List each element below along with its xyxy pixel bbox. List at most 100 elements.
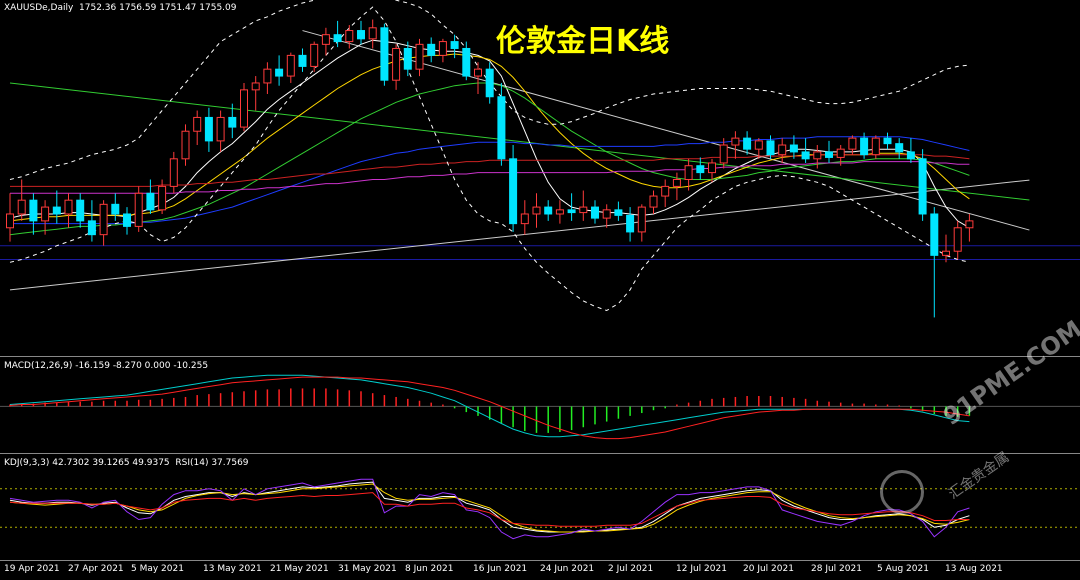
- candle-body: [403, 47, 412, 70]
- candle-body: [368, 27, 377, 40]
- candle-body: [579, 206, 588, 214]
- candle-body: [895, 143, 904, 153]
- candle-body: [649, 195, 658, 208]
- x-tick-label: 12 Jul 2021: [676, 564, 727, 574]
- candle-body: [158, 185, 167, 211]
- candle-body: [672, 179, 681, 187]
- chart-title: 伦敦金日K线: [496, 24, 670, 59]
- x-tick-label: 31 May 2021: [338, 564, 397, 574]
- candle-body: [181, 130, 190, 160]
- candle-body: [778, 144, 787, 156]
- main-chart-pane[interactable]: XAUUSDe,Daily 1752.36 1756.59 1751.47 17…: [0, 0, 1080, 357]
- kdj-info: KDJ(9,3,3) 42.7302 39.1265 49.9375 RSI(1…: [4, 458, 249, 468]
- x-axis: 19 Apr 2021 27 Apr 2021 5 May 2021 13 May 2…: [0, 561, 1080, 580]
- candlestick-chart: [0, 0, 1080, 318]
- trendline-1: [302, 30, 1030, 231]
- candle-body: [789, 144, 798, 153]
- candle-body: [462, 47, 471, 77]
- candle-body: [637, 206, 646, 233]
- candle-body: [930, 213, 939, 256]
- candle-body: [661, 185, 670, 197]
- candle-body: [438, 41, 447, 56]
- candle-body: [567, 209, 576, 214]
- candle-body: [357, 30, 365, 40]
- candle-body: [87, 220, 96, 236]
- candle-body: [52, 206, 61, 215]
- candle-body: [883, 137, 892, 145]
- candle-body: [310, 43, 319, 67]
- candle-body: [193, 116, 202, 132]
- candle-body: [497, 96, 506, 160]
- candle-body: [591, 206, 599, 219]
- candle-body: [298, 54, 307, 67]
- x-tick-label: 20 Jul 2021: [743, 564, 794, 574]
- candle-body: [731, 137, 740, 146]
- macd-info: MACD(12,26,9) -16.159 -8.270 0.000 -10.2…: [4, 361, 209, 371]
- candle-body: [474, 68, 482, 77]
- x-tick-label: 16 Jun 2021: [473, 564, 528, 574]
- x-tick-label: 8 Jun 2021: [405, 564, 454, 574]
- candle-body: [754, 140, 763, 150]
- candle-body: [813, 151, 822, 160]
- macd-signal-line: [9, 376, 970, 440]
- candle-body: [602, 209, 611, 219]
- candle-body: [684, 165, 693, 180]
- candle-body: [263, 68, 272, 84]
- candle-body: [555, 209, 564, 215]
- candle-body: [392, 47, 401, 81]
- candle-body: [836, 148, 845, 158]
- candle-body: [614, 209, 623, 216]
- candle-body: [825, 151, 833, 158]
- candle-body: [801, 151, 810, 160]
- candle-body: [626, 214, 635, 233]
- ma-line-3: [10, 136, 970, 225]
- candle-body: [169, 158, 178, 187]
- candle-body: [532, 206, 541, 215]
- x-tick-label: 24 Jun 2021: [540, 564, 595, 574]
- watermark-logo-icon: [880, 470, 924, 514]
- macd-pane[interactable]: MACD(12,26,9) -16.159 -8.270 0.000 -10.2…: [0, 357, 1080, 454]
- kdj-rsi-chart: [0, 478, 1080, 540]
- candle-body: [942, 250, 950, 256]
- candle-body: [848, 137, 857, 150]
- candle-body: [696, 165, 705, 174]
- x-tick-label: 19 Apr 2021: [4, 564, 60, 574]
- candle-body: [146, 192, 155, 211]
- candle-body: [275, 68, 284, 77]
- candle-body: [380, 27, 389, 81]
- candle-body: [123, 213, 131, 227]
- kdj-pane[interactable]: KDJ(9,3,3) 42.7302 39.1265 49.9375 RSI(1…: [0, 454, 1080, 561]
- candle-body: [450, 41, 459, 49]
- candle-body: [871, 137, 880, 156]
- x-tick-label: 13 May 2021: [203, 564, 262, 574]
- candle-body: [743, 137, 752, 150]
- macd-chart: [0, 374, 1080, 440]
- symbol-info: XAUUSDe,Daily 1752.36 1756.59 1751.47 17…: [4, 3, 237, 13]
- candle-body: [427, 43, 436, 56]
- trendline-2: [9, 82, 1030, 201]
- candle-body: [333, 34, 342, 43]
- candle-body: [76, 199, 85, 222]
- candle-body: [64, 199, 73, 215]
- ma-line-6: [9, 6, 970, 312]
- candle-body: [719, 144, 728, 164]
- x-tick-label: 28 Jul 2021: [811, 564, 862, 574]
- x-tick-label: 5 Aug 2021: [877, 564, 929, 574]
- ma-line-4: [10, 161, 970, 194]
- x-tick-label: 13 Aug 2021: [945, 564, 1003, 574]
- candle-body: [216, 116, 225, 142]
- candle-body: [321, 34, 330, 45]
- candle-body: [906, 151, 915, 160]
- candle-body: [111, 203, 120, 215]
- candle-body: [520, 213, 529, 225]
- kdj-line-2: [9, 478, 970, 540]
- candle-body: [17, 199, 26, 215]
- candle-body: [286, 54, 295, 77]
- candle-body: [251, 82, 260, 91]
- candle-body: [965, 220, 974, 229]
- candle-body: [134, 192, 143, 227]
- candle-body: [485, 68, 494, 98]
- x-tick-label: 5 May 2021: [131, 564, 184, 574]
- ma-line-5: [10, 154, 970, 187]
- kdj-line-0: [9, 481, 970, 533]
